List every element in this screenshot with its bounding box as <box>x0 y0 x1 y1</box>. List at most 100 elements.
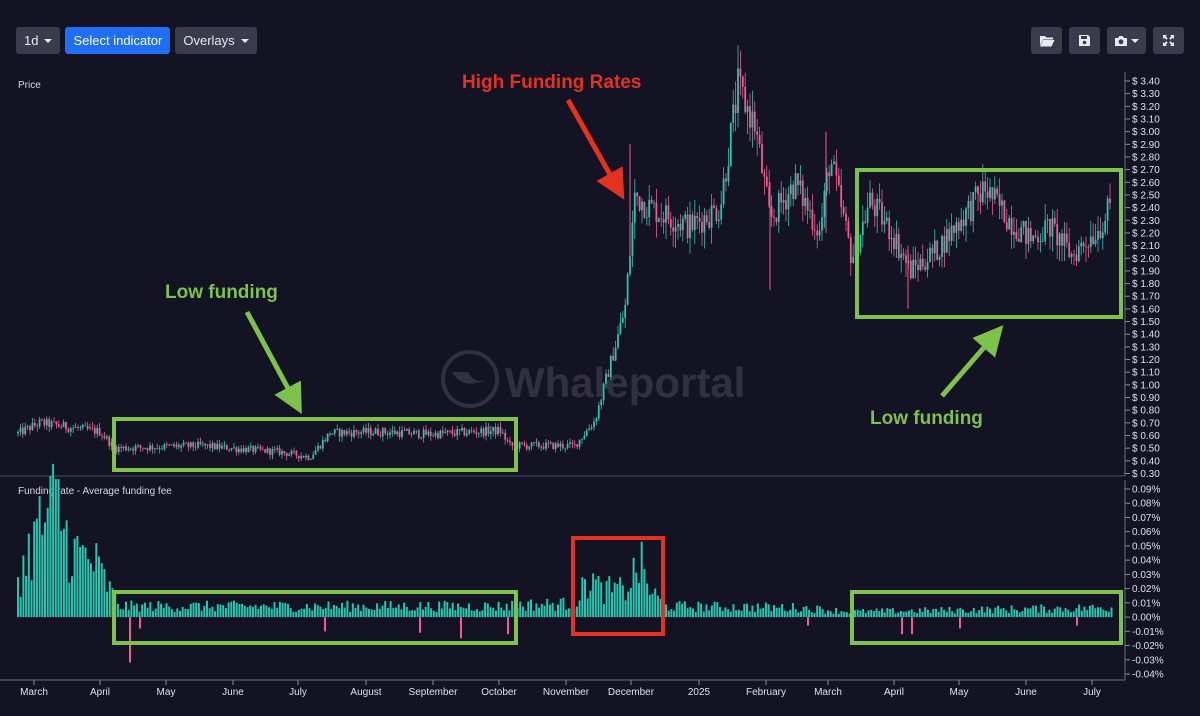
funding-bar <box>424 606 427 618</box>
red-arrow <box>565 98 625 200</box>
candle-body <box>617 333 619 348</box>
candle-body <box>825 172 828 191</box>
candle-body <box>569 442 571 444</box>
price-tick-label: $ 0.30 <box>1132 469 1160 480</box>
candle-body <box>379 435 382 437</box>
select-indicator-button[interactable]: Select indicator <box>65 27 171 54</box>
candle-body <box>713 205 715 209</box>
candle-body <box>1094 239 1097 244</box>
funding-bar <box>1043 606 1045 618</box>
candle-body <box>84 424 87 426</box>
screenshot-button[interactable] <box>1107 27 1146 54</box>
overlays-dropdown[interactable]: Overlays <box>175 27 257 54</box>
candle-body <box>559 443 562 447</box>
low-funding-price-box-left <box>112 417 518 472</box>
funding-bar <box>1045 612 1048 618</box>
funding-bar <box>540 603 543 618</box>
funding-bar <box>157 601 160 618</box>
funding-bar <box>384 601 387 618</box>
candle-body <box>667 205 670 220</box>
candle-body <box>360 432 363 434</box>
candle-body <box>873 205 876 217</box>
candle-body <box>684 214 687 219</box>
funding-bar <box>867 610 870 618</box>
candle-body <box>777 192 780 222</box>
funding-bar <box>530 599 532 618</box>
candle-body <box>348 431 351 433</box>
funding-bar <box>25 575 28 618</box>
candle-body <box>105 436 108 439</box>
candle-body <box>57 424 60 427</box>
candle-body <box>629 255 631 275</box>
funding-bar <box>403 602 406 618</box>
funding-bar <box>864 613 867 618</box>
candle-body <box>542 446 545 449</box>
funding-bar <box>1013 609 1016 618</box>
candle-body <box>120 446 123 449</box>
candle-body <box>953 225 955 233</box>
candle-body <box>686 214 689 239</box>
funding-bar <box>986 606 989 618</box>
candle-body <box>473 430 475 433</box>
price-tick-label: $ 0.80 <box>1132 406 1160 417</box>
funding-bar <box>1029 608 1032 618</box>
interval-dropdown[interactable]: 1d <box>16 27 61 54</box>
funding-bar <box>889 608 892 618</box>
candle-body <box>893 237 895 250</box>
funding-tick-label: -0.04% <box>1132 670 1164 681</box>
candle-body <box>1032 235 1035 242</box>
funding-bar <box>127 609 130 618</box>
candle-body <box>168 444 171 446</box>
candle-body <box>456 429 459 436</box>
candle-body <box>62 422 65 428</box>
candle-body <box>278 448 281 455</box>
open-button[interactable] <box>1031 27 1062 54</box>
candle-body <box>341 430 343 437</box>
candle-body <box>153 448 156 450</box>
candle-body <box>974 186 977 193</box>
candle-body <box>144 448 147 449</box>
candle-body <box>24 426 27 435</box>
funding-bar <box>130 600 133 618</box>
candle-body <box>1005 222 1008 230</box>
low-funding-label-left: Low funding <box>165 282 278 303</box>
funding-bar <box>287 603 289 618</box>
chevron-down-icon <box>1131 38 1139 43</box>
candle-body <box>929 247 931 263</box>
funding-bar <box>176 608 179 618</box>
candle-body <box>852 257 855 264</box>
save-button[interactable] <box>1069 27 1100 54</box>
candle-body <box>986 191 989 198</box>
funding-bar <box>1018 612 1021 618</box>
funding-bar <box>567 608 570 618</box>
fullscreen-button[interactable] <box>1153 27 1184 54</box>
funding-bar <box>891 608 894 618</box>
candle-body <box>984 181 987 192</box>
candle-body <box>789 184 792 195</box>
candle-body <box>1015 231 1018 240</box>
funding-bar <box>748 611 751 618</box>
funding-bar <box>546 598 549 618</box>
candle-body <box>876 198 879 217</box>
candle-body <box>139 445 142 448</box>
funding-bar <box>808 609 811 618</box>
candle-body <box>432 435 435 437</box>
candle-body <box>237 448 240 453</box>
candle-body <box>641 201 643 211</box>
price-tick-label: $ 1.50 <box>1132 317 1160 328</box>
candle-body <box>1017 239 1020 242</box>
candle-body <box>55 421 58 425</box>
candle-body <box>307 455 310 460</box>
funding-bar <box>192 602 195 618</box>
candle-body <box>230 448 233 450</box>
funding-bar <box>643 569 646 618</box>
candle-body <box>969 200 972 222</box>
low-funding-label-right: Low funding <box>870 408 983 429</box>
price-tick-label: $ 3.10 <box>1132 114 1160 125</box>
candle-body <box>1046 219 1049 221</box>
funding-bar <box>1094 608 1097 618</box>
funding-bar <box>856 609 859 618</box>
time-tick-label: April <box>90 687 110 698</box>
candle-body <box>96 427 99 434</box>
